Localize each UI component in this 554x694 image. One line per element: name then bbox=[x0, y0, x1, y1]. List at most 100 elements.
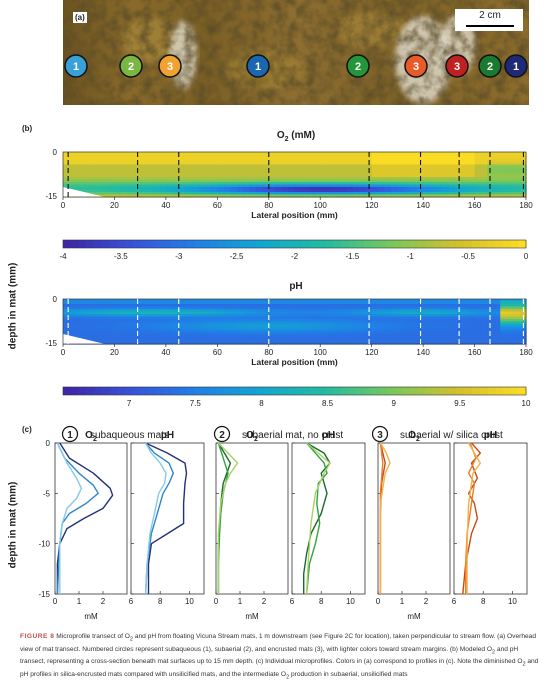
heat-cell bbox=[358, 309, 366, 313]
heat-cell bbox=[268, 179, 276, 183]
heat-cell bbox=[198, 169, 206, 173]
heat-cell bbox=[140, 184, 148, 188]
profile-xtick-label: 0 bbox=[53, 597, 58, 606]
heat-cell bbox=[140, 169, 148, 173]
heat-cell bbox=[352, 309, 360, 313]
heat-cell bbox=[403, 326, 411, 330]
heat-cell bbox=[153, 182, 161, 186]
heat-cell bbox=[468, 162, 476, 166]
heat-cell bbox=[153, 164, 161, 168]
heat-cell bbox=[108, 192, 116, 196]
heat-cell bbox=[403, 331, 411, 335]
heat-cell bbox=[326, 182, 334, 186]
heat-cell bbox=[397, 184, 405, 188]
heat-cell bbox=[165, 299, 173, 303]
heat-cell bbox=[249, 177, 257, 181]
colorbar-segment bbox=[255, 387, 265, 395]
heat-cell bbox=[185, 314, 193, 318]
heat-cell bbox=[468, 194, 476, 198]
heat-cell bbox=[69, 187, 77, 191]
heat-cell bbox=[101, 157, 109, 161]
heat-cell bbox=[204, 306, 212, 310]
heat-cell bbox=[307, 329, 315, 333]
colorbar-segment bbox=[487, 240, 496, 248]
heat-cell bbox=[448, 182, 456, 186]
heat-cell bbox=[320, 311, 328, 315]
heat-cell bbox=[95, 164, 103, 168]
heat-cell bbox=[339, 152, 347, 156]
heat-cell bbox=[243, 162, 251, 166]
heat-cell bbox=[88, 162, 96, 166]
heat-cell bbox=[88, 164, 96, 168]
marker-circle-2: 2 bbox=[119, 54, 143, 78]
heat-cell bbox=[275, 152, 283, 156]
heat-cell bbox=[371, 174, 379, 178]
group-title-1: 1 subaqueous mats bbox=[61, 425, 169, 443]
heat-cell bbox=[281, 184, 289, 188]
heat-cell bbox=[326, 164, 334, 168]
heat-cell bbox=[500, 154, 508, 158]
heat-cell bbox=[513, 162, 521, 166]
heat-cell bbox=[101, 179, 109, 183]
heat-cell bbox=[249, 184, 257, 188]
heat-cell bbox=[397, 299, 405, 303]
heat-cell bbox=[243, 174, 251, 178]
heat-cell bbox=[410, 331, 418, 335]
heat-cell bbox=[390, 306, 398, 310]
o2-colorbar-tick: -2.5 bbox=[230, 252, 244, 261]
heat-cell bbox=[326, 304, 334, 308]
heat-cell bbox=[178, 167, 186, 171]
heat-cell bbox=[384, 152, 392, 156]
heat-cell bbox=[82, 324, 90, 328]
heat-cell bbox=[223, 159, 231, 163]
colorbar-segment bbox=[433, 240, 442, 248]
ph-xtick-label: 100 bbox=[314, 348, 328, 357]
heat-cell bbox=[185, 194, 193, 198]
caption-text-3: and pH transect, representing a cross-se… bbox=[20, 645, 523, 666]
colorbar-segment bbox=[209, 387, 218, 395]
heat-cell bbox=[108, 152, 116, 156]
heat-cell bbox=[513, 164, 521, 168]
caption-sub-2: 2 bbox=[492, 649, 496, 656]
heat-cell bbox=[358, 187, 366, 191]
heat-cell bbox=[223, 192, 231, 196]
heat-cell bbox=[358, 154, 366, 158]
heat-cell bbox=[236, 324, 244, 328]
heat-cell bbox=[300, 309, 308, 313]
heat-cell bbox=[455, 336, 463, 340]
heat-cell bbox=[133, 336, 141, 340]
heat-cell bbox=[474, 169, 482, 173]
heat-cell bbox=[435, 167, 443, 171]
heat-cell bbox=[288, 316, 296, 320]
heat-cell bbox=[519, 326, 527, 330]
marker-fill bbox=[158, 54, 182, 78]
heat-cell bbox=[127, 172, 135, 176]
heat-cell bbox=[307, 152, 315, 156]
heat-cell bbox=[294, 162, 302, 166]
heat-cell bbox=[127, 174, 135, 178]
heat-cell bbox=[468, 319, 476, 323]
heat-cell bbox=[153, 179, 161, 183]
heat-cell bbox=[120, 309, 128, 313]
heat-cell bbox=[230, 319, 238, 323]
colorbar-segment bbox=[70, 240, 80, 248]
heat-cell bbox=[307, 167, 315, 171]
profile-xtick-label: 10 bbox=[185, 597, 194, 606]
heat-cell bbox=[198, 154, 206, 158]
heat-cell bbox=[255, 179, 263, 183]
heat-cell bbox=[487, 314, 495, 318]
heat-cell bbox=[397, 331, 405, 335]
heat-cell bbox=[313, 326, 321, 330]
heat-cell bbox=[468, 179, 476, 183]
heat-cell bbox=[410, 159, 418, 163]
heat-cell bbox=[236, 169, 244, 173]
heat-cell bbox=[429, 189, 437, 193]
heat-cell bbox=[423, 339, 431, 343]
heat-cell bbox=[255, 306, 263, 310]
heat-cell bbox=[333, 167, 341, 171]
heat-cell bbox=[313, 189, 321, 193]
heat-cell bbox=[172, 167, 180, 171]
heat-cell bbox=[320, 182, 328, 186]
heat-cell bbox=[410, 179, 418, 183]
heat-cell bbox=[165, 341, 173, 345]
